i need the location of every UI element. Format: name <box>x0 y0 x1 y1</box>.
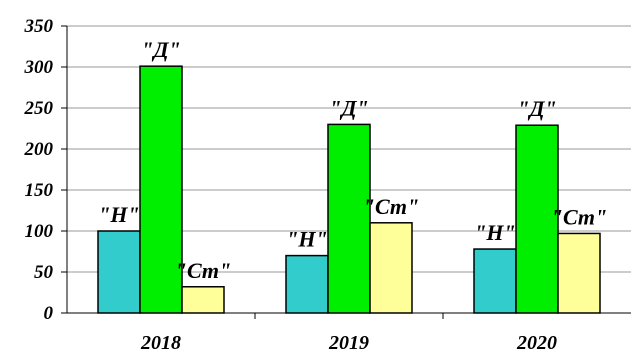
data-label: "Н" <box>98 202 140 227</box>
y-tick-label: 350 <box>24 16 54 37</box>
bar <box>515 124 559 314</box>
y-tick-label: 200 <box>24 139 54 160</box>
y-tick-label: 300 <box>24 57 54 78</box>
x-tick-label: 2020 <box>516 332 557 354</box>
data-label: "Д" <box>517 96 556 121</box>
data-label: "Н" <box>286 227 328 252</box>
x-tick-label: 2018 <box>140 332 181 354</box>
data-label: "Ст" <box>363 194 420 219</box>
bar <box>369 222 413 314</box>
y-tick-label: 250 <box>24 98 54 119</box>
x-tick-labels: 2018 2019 2020 <box>140 332 557 354</box>
data-labels: "Н" "Д" "Ст" "Н" "Д" "Ст" "Н" "Д" "Ст" <box>98 37 607 283</box>
data-label: "Ст" <box>175 258 232 283</box>
bar <box>139 65 183 314</box>
data-label: "Д" <box>141 37 180 62</box>
data-label: "Ст" <box>551 204 608 229</box>
bar <box>327 123 371 314</box>
bar <box>97 230 141 314</box>
y-tick-label: 50 <box>34 262 54 283</box>
bars <box>97 65 601 314</box>
y-tick-label: 100 <box>25 221 54 242</box>
bar <box>285 254 329 314</box>
bar <box>181 286 225 314</box>
data-label: "Н" <box>474 220 516 245</box>
x-tick-label: 2019 <box>328 332 369 354</box>
y-tick-labels: 0 50 100 150 200 250 300 350 <box>24 16 54 324</box>
y-tick-label: 0 <box>44 303 54 324</box>
bar <box>557 232 601 314</box>
y-tick-label: 150 <box>25 180 54 201</box>
bar <box>473 248 517 314</box>
axes <box>61 25 631 319</box>
data-label: "Д" <box>329 95 368 120</box>
